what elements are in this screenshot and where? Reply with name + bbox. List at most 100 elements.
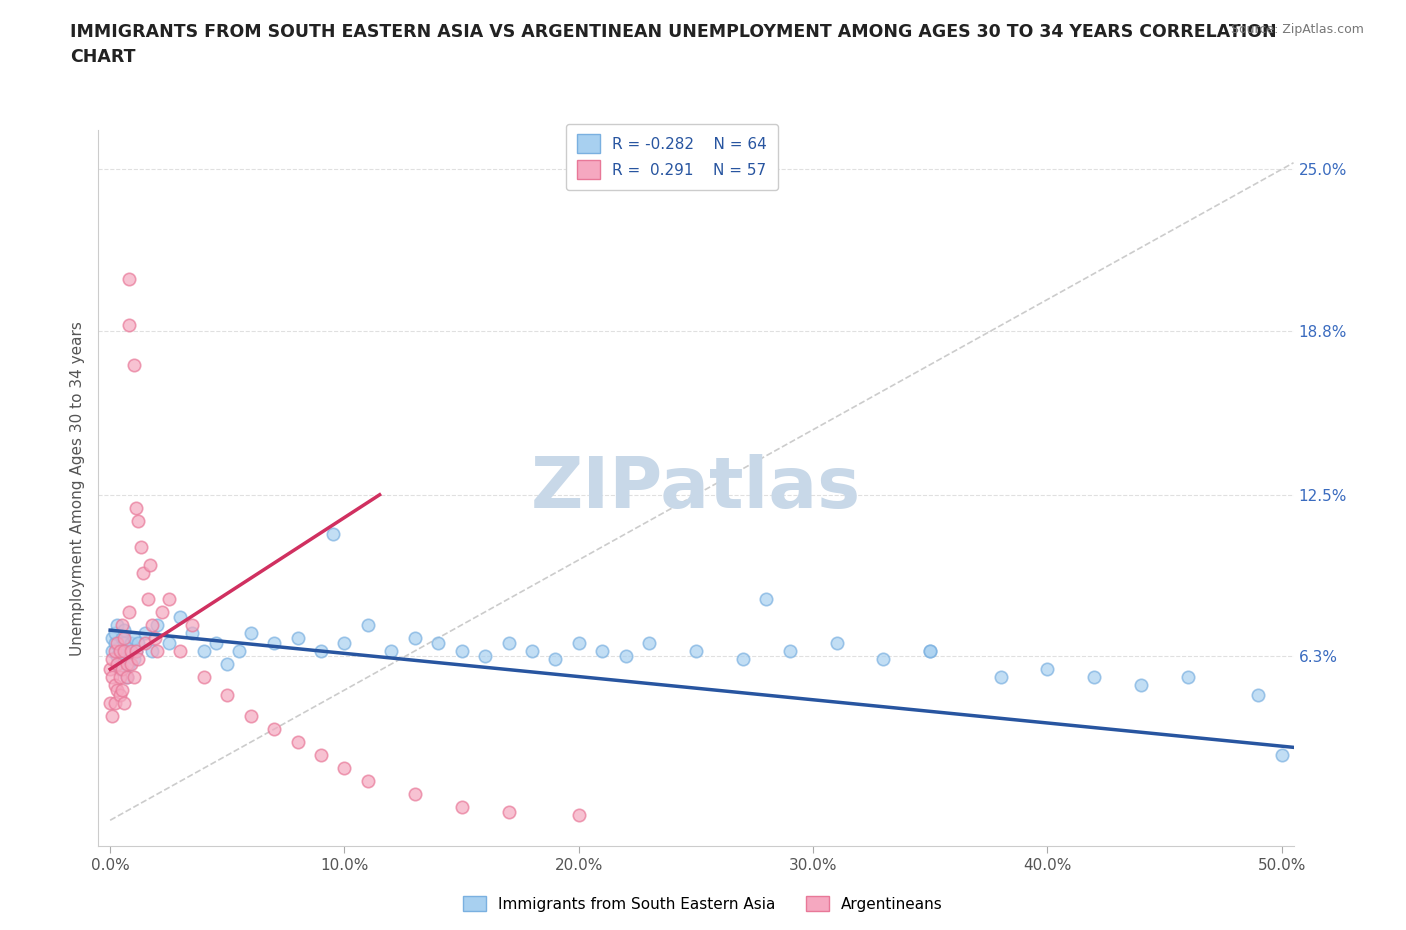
Point	[122, 357, 145, 372]
Point	[101, 631, 124, 645]
Point	[228, 644, 250, 658]
Point	[108, 644, 131, 658]
Point	[450, 644, 472, 658]
Point	[105, 636, 128, 651]
Point	[136, 591, 159, 606]
Point	[990, 670, 1012, 684]
Point	[134, 636, 156, 651]
Point	[141, 618, 163, 632]
Point	[872, 651, 894, 666]
Point	[129, 539, 152, 554]
Point	[111, 683, 134, 698]
Point	[779, 644, 801, 658]
Point	[125, 644, 148, 658]
Point	[122, 631, 145, 645]
Point	[638, 636, 661, 651]
Text: Source: ZipAtlas.com: Source: ZipAtlas.com	[1230, 23, 1364, 36]
Point	[157, 591, 180, 606]
Point	[731, 651, 754, 666]
Point	[118, 604, 141, 619]
Point	[98, 662, 121, 677]
Point	[322, 526, 344, 541]
Point	[755, 591, 778, 606]
Point	[498, 805, 520, 820]
Point	[146, 618, 169, 632]
Point	[357, 618, 380, 632]
Legend: R = -0.282    N = 64, R =  0.291    N = 57: R = -0.282 N = 64, R = 0.291 N = 57	[567, 124, 778, 190]
Point	[108, 688, 131, 703]
Point	[101, 651, 124, 666]
Point	[127, 651, 149, 666]
Point	[287, 631, 309, 645]
Point	[132, 565, 155, 580]
Point	[101, 670, 124, 684]
Point	[404, 631, 426, 645]
Point	[1036, 662, 1059, 677]
Point	[217, 688, 239, 703]
Point	[118, 272, 141, 286]
Point	[150, 604, 173, 619]
Point	[568, 807, 591, 822]
Point	[141, 644, 163, 658]
Point	[309, 644, 332, 658]
Point	[157, 636, 180, 651]
Point	[544, 651, 567, 666]
Point	[1271, 748, 1294, 763]
Point	[112, 623, 135, 638]
Point	[105, 657, 128, 671]
Point	[1130, 677, 1153, 692]
Point	[104, 625, 127, 640]
Point	[263, 636, 285, 651]
Point	[122, 670, 145, 684]
Point	[239, 625, 262, 640]
Point	[111, 631, 134, 645]
Point	[127, 636, 149, 651]
Point	[357, 774, 380, 789]
Point	[105, 618, 128, 632]
Point	[380, 644, 402, 658]
Point	[105, 649, 128, 664]
Point	[1083, 670, 1105, 684]
Point	[115, 657, 138, 671]
Y-axis label: Unemployment Among Ages 30 to 34 years: Unemployment Among Ages 30 to 34 years	[69, 321, 84, 656]
Point	[120, 636, 142, 651]
Point	[169, 644, 191, 658]
Point	[115, 670, 138, 684]
Point	[120, 644, 142, 658]
Point	[333, 636, 356, 651]
Point	[108, 670, 131, 684]
Text: ZIPatlas: ZIPatlas	[531, 454, 860, 523]
Point	[1177, 670, 1199, 684]
Point	[920, 644, 942, 658]
Point	[193, 644, 215, 658]
Point	[134, 625, 156, 640]
Point	[309, 748, 332, 763]
Point	[333, 761, 356, 776]
Point	[204, 636, 226, 651]
Point	[108, 662, 131, 677]
Point	[115, 670, 138, 684]
Point	[120, 657, 142, 671]
Point	[239, 709, 262, 724]
Point	[111, 618, 134, 632]
Point	[825, 636, 848, 651]
Text: IMMIGRANTS FROM SOUTH EASTERN ASIA VS ARGENTINEAN UNEMPLOYMENT AMONG AGES 30 TO : IMMIGRANTS FROM SOUTH EASTERN ASIA VS AR…	[70, 23, 1277, 66]
Point	[122, 651, 145, 666]
Point	[104, 677, 127, 692]
Point	[568, 636, 591, 651]
Point	[498, 636, 520, 651]
Point	[591, 644, 613, 658]
Point	[104, 696, 127, 711]
Point	[125, 500, 148, 515]
Point	[118, 657, 141, 671]
Point	[146, 644, 169, 658]
Point	[685, 644, 707, 658]
Point	[263, 722, 285, 737]
Point	[193, 670, 215, 684]
Point	[118, 644, 141, 658]
Point	[104, 644, 127, 658]
Point	[101, 644, 124, 658]
Point	[101, 709, 124, 724]
Point	[427, 636, 450, 651]
Point	[169, 610, 191, 625]
